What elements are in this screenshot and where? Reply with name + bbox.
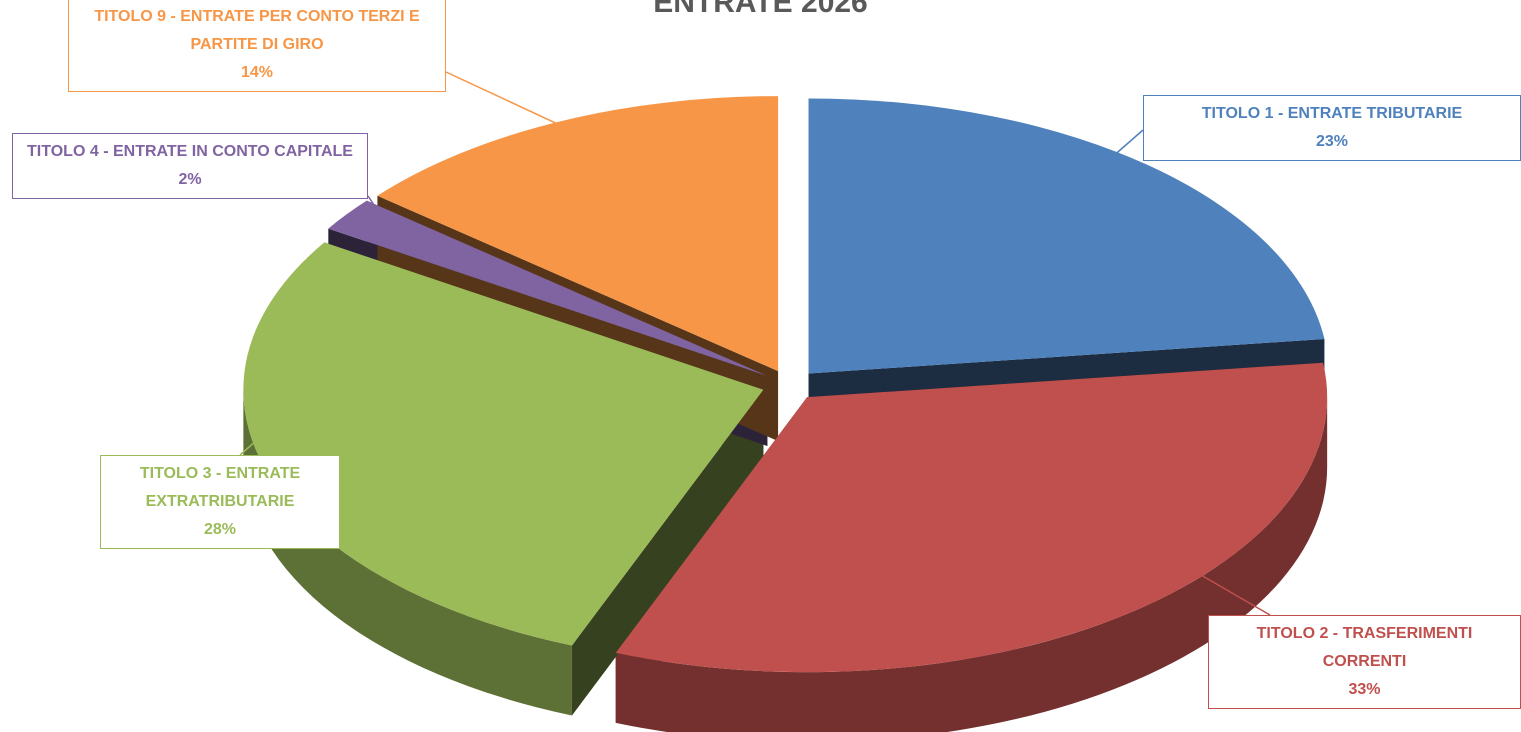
data-label: TITOLO 2 - TRASFERIMENTI CORRENTI 33%: [1208, 615, 1521, 709]
data-label: TITOLO 1 - ENTRATE TRIBUTARIE 23%: [1143, 95, 1521, 161]
slice: [328, 200, 768, 376]
leader-line: [1094, 129, 1144, 173]
leader-line: [239, 417, 283, 456]
label-value: 33%: [1348, 681, 1381, 698]
label-value: 2%: [178, 171, 202, 188]
leader-line: [367, 195, 381, 215]
data-label: TITOLO 3 - ENTRATE EXTRATRIBUTARIE 28%: [100, 455, 340, 549]
slice: [615, 362, 1328, 673]
data-label: TITOLO 4 - ENTRATE IN CONTO CAPITALE 2%: [12, 133, 368, 199]
chart-title: ENTRATE 2026: [653, 0, 868, 19]
label-value: 14%: [240, 64, 274, 81]
label-name: TITOLO 9 - ENTRATE PER CONTO TERZI E PAR…: [94, 8, 420, 53]
leader-line: [445, 71, 593, 141]
slice-side: [615, 397, 1328, 732]
label-name: TITOLO 4 - ENTRATE IN CONTO CAPITALE: [27, 143, 353, 160]
slice: [808, 98, 1325, 374]
label-value: 28%: [203, 521, 237, 538]
slice-edge: [571, 389, 764, 716]
data-label: TITOLO 9 - ENTRATE PER CONTO TERZI E PAR…: [68, 0, 446, 92]
slice: [243, 242, 764, 646]
label-name: TITOLO 3 - ENTRATE EXTRATRIBUTARIE: [139, 465, 301, 510]
leader-line: [1174, 559, 1271, 616]
slice: [377, 96, 779, 372]
slice-side: [243, 389, 572, 716]
label-name: TITOLO 2 - TRASFERIMENTI CORRENTI: [1256, 625, 1473, 670]
label-value: 23%: [1315, 133, 1349, 150]
label-name: TITOLO 1 - ENTRATE TRIBUTARIE: [1201, 105, 1463, 122]
